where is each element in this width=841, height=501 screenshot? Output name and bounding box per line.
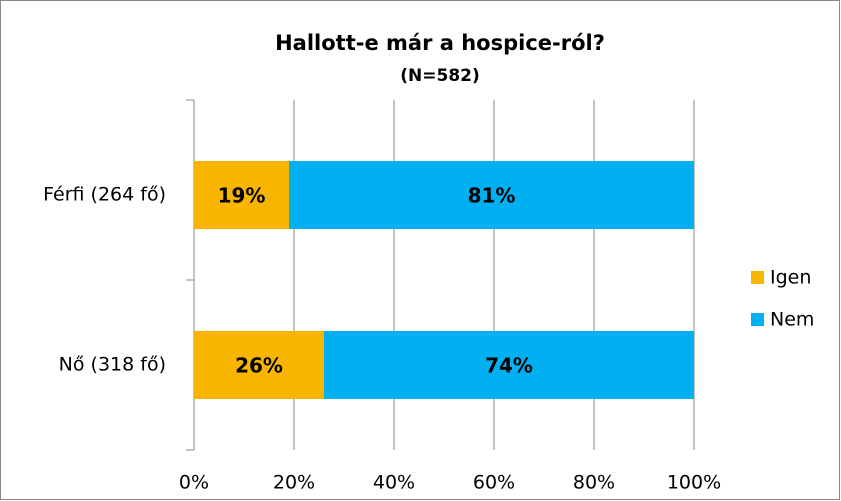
bar-segment (324, 331, 694, 399)
x-tick-label: 0% (179, 472, 209, 494)
value-label: 19% (218, 184, 266, 208)
bar-segment (194, 161, 289, 229)
bar-segment (289, 161, 694, 229)
x-tick-label: 80% (573, 472, 615, 494)
y-tick-label: Nő (318 fő) (59, 354, 166, 376)
bar-segment (194, 331, 324, 399)
x-tick-label: 40% (373, 472, 415, 494)
value-label: 81% (468, 184, 516, 208)
x-tick-label: 60% (473, 472, 515, 494)
value-label: 74% (485, 354, 533, 378)
x-tick-label: 20% (273, 472, 315, 494)
y-tick-label: Férfi (264 fő) (43, 184, 166, 206)
x-tick-label: 100% (667, 472, 721, 494)
legend-label: Nem (770, 309, 814, 331)
legend-swatch (751, 271, 764, 284)
chart-title: Hallott-e már a hospice-ról? (275, 31, 605, 55)
value-label: 26% (235, 354, 283, 378)
legend-swatch (751, 313, 764, 326)
legend-label: Igen (770, 267, 811, 289)
chart-subtitle: (N=582) (400, 66, 480, 86)
